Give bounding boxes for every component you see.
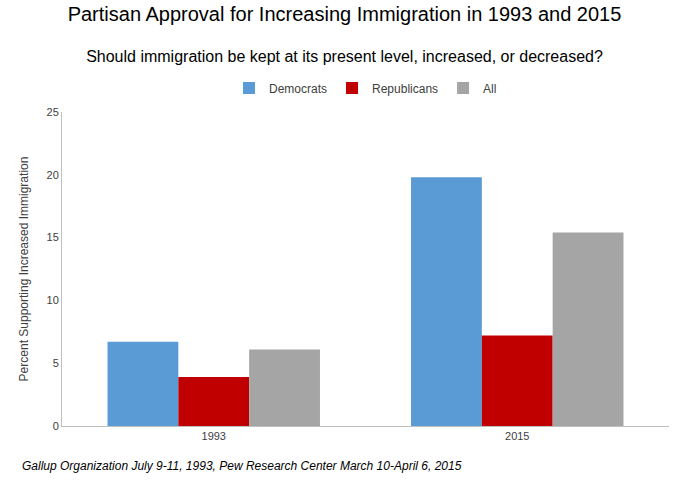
svg-text:0: 0	[53, 420, 59, 432]
svg-text:Partisan Approval for Increasi: Partisan Approval for Increasing Immigra…	[68, 3, 622, 25]
svg-text:Should immigration be kept at: Should immigration be kept at its presen…	[86, 48, 603, 65]
svg-text:5: 5	[53, 357, 59, 369]
svg-text:1993: 1993	[202, 430, 226, 442]
svg-text:All: All	[483, 82, 496, 96]
svg-text:Republicans: Republicans	[372, 82, 438, 96]
svg-text:Percent Supporting Increased I: Percent Supporting Increased Immigration	[17, 157, 31, 382]
svg-text:Gallup Organization July 9-11,: Gallup Organization July 9-11, 1993, Pew…	[22, 459, 462, 473]
svg-text:10: 10	[47, 294, 59, 306]
svg-text:15: 15	[47, 231, 59, 243]
svg-text:25: 25	[47, 106, 59, 118]
svg-text:2015: 2015	[505, 430, 529, 442]
svg-text:Democrats: Democrats	[269, 82, 327, 96]
svg-text:20: 20	[47, 169, 59, 181]
